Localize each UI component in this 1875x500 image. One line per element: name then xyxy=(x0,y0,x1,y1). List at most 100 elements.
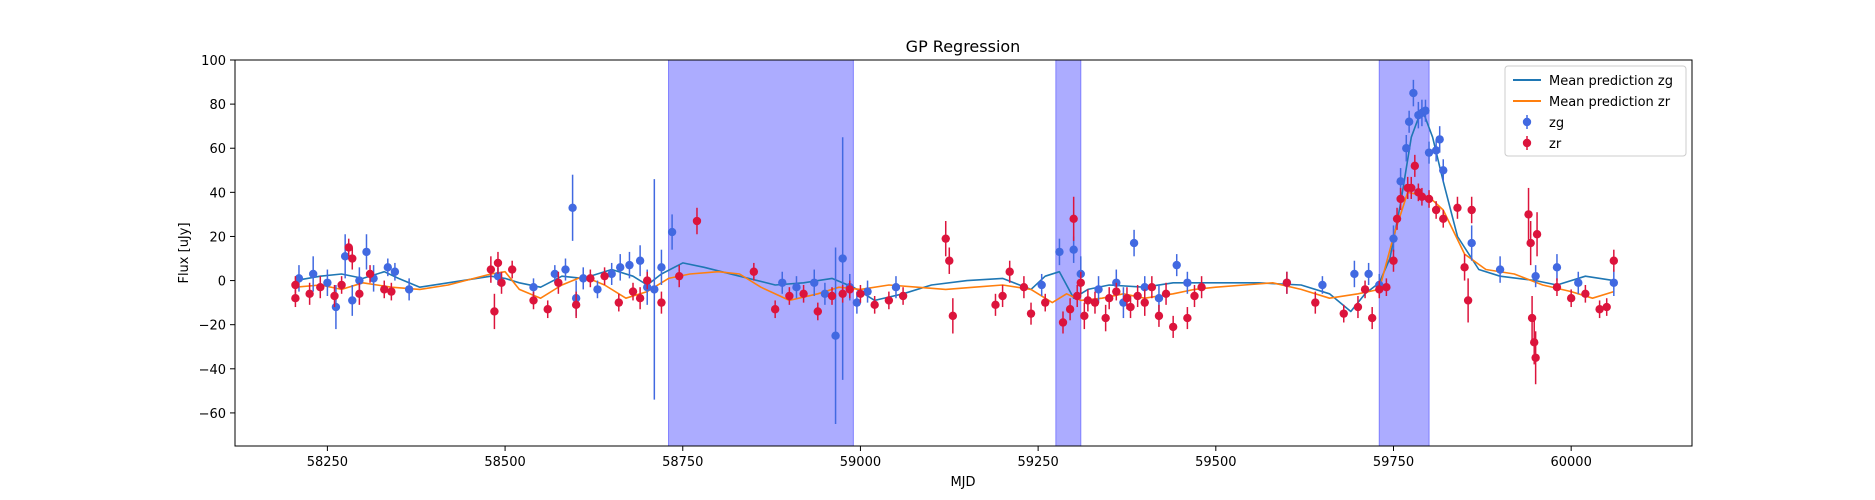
data-marker xyxy=(1382,282,1391,292)
data-point-zr xyxy=(1396,187,1405,210)
data-marker xyxy=(1129,238,1139,248)
mean-prediction-line-zg xyxy=(295,107,1614,313)
x-tick-label: 58250 xyxy=(307,455,348,470)
legend-label: Mean prediction zg xyxy=(1549,74,1673,89)
data-marker xyxy=(1133,291,1142,301)
data-marker xyxy=(1404,117,1414,126)
data-marker xyxy=(1609,278,1619,287)
data-marker xyxy=(1467,238,1476,248)
data-point-zr xyxy=(1602,298,1611,316)
data-marker xyxy=(1037,280,1046,290)
data-point-zr xyxy=(1524,187,1533,241)
data-marker xyxy=(1339,309,1348,318)
y-tick-label: 100 xyxy=(201,54,226,69)
data-point-zg xyxy=(838,137,847,380)
data-marker xyxy=(1126,302,1135,312)
data-point-zr xyxy=(344,238,353,257)
y-tick-label: −20 xyxy=(199,319,226,334)
data-point-zr xyxy=(1595,300,1604,319)
data-point-zr xyxy=(1382,278,1391,297)
data-point-zr xyxy=(1439,209,1448,228)
data-marker xyxy=(1318,280,1327,290)
data-marker xyxy=(1197,282,1206,292)
data-point-zg xyxy=(550,265,560,283)
data-point-zr xyxy=(1069,196,1078,241)
data-marker xyxy=(507,265,517,274)
data-marker xyxy=(1026,309,1036,318)
data-marker xyxy=(991,300,1000,310)
data-point-zr xyxy=(845,280,854,299)
data-marker xyxy=(387,287,396,296)
data-point-zg xyxy=(1531,265,1540,288)
data-marker xyxy=(1076,278,1085,287)
data-marker xyxy=(1041,298,1050,307)
data-marker xyxy=(941,234,950,243)
data-point-zg xyxy=(1402,134,1411,162)
data-point-zr xyxy=(991,293,1000,316)
x-tick-label: 59750 xyxy=(1373,455,1414,470)
data-point-zg xyxy=(1350,260,1359,288)
data-point-zg xyxy=(1431,139,1441,162)
data-point-zr xyxy=(1126,296,1135,319)
data-marker xyxy=(561,265,570,274)
data-marker xyxy=(1083,296,1093,305)
data-point-zg xyxy=(362,234,371,270)
data-point-zr xyxy=(1392,207,1402,230)
data-marker xyxy=(1172,260,1181,270)
data-point-zr xyxy=(838,284,847,303)
data-point-zr xyxy=(1566,289,1576,308)
data-marker xyxy=(1069,245,1078,254)
data-marker xyxy=(1282,278,1292,287)
y-tick-label: −40 xyxy=(199,363,226,378)
chart-title: GP Regression xyxy=(906,37,1021,56)
data-point-zr xyxy=(898,287,908,305)
data-marker xyxy=(770,305,780,314)
data-point-zr xyxy=(387,282,396,301)
legend-entry-mean-prediction-zg: Mean prediction zg xyxy=(1513,74,1673,89)
data-point-zr xyxy=(1526,221,1535,266)
data-point-zr xyxy=(785,287,794,305)
data-point-zr xyxy=(1282,271,1292,294)
data-marker xyxy=(1396,177,1405,186)
data-marker xyxy=(497,278,506,287)
data-marker xyxy=(1417,192,1427,201)
data-point-zr xyxy=(941,221,950,257)
data-point-zr xyxy=(870,296,879,314)
data-point-zr xyxy=(316,276,325,299)
data-marker xyxy=(1389,256,1398,265)
data-marker xyxy=(291,280,300,290)
data-point-zr xyxy=(635,287,645,310)
data-point-zg xyxy=(404,278,414,301)
data-point-zr xyxy=(799,284,808,303)
data-point-zr xyxy=(1101,304,1110,332)
data-point-zg xyxy=(1552,254,1562,281)
data-marker xyxy=(348,254,357,263)
legend-label: zg xyxy=(1549,116,1564,131)
data-point-zg xyxy=(1609,269,1619,297)
data-marker xyxy=(813,307,822,316)
y-axis-ticks: −60 −40 −20 0 20 40 60 80 100 xyxy=(199,54,235,422)
data-marker xyxy=(1161,289,1171,299)
x-tick-label: 58500 xyxy=(484,455,525,470)
data-marker xyxy=(1531,353,1540,362)
data-point-zg xyxy=(1467,225,1476,261)
data-marker xyxy=(1431,205,1441,215)
shaded-region-2 xyxy=(1378,59,1430,447)
data-marker xyxy=(1602,302,1611,312)
data-marker xyxy=(1421,106,1430,115)
data-marker xyxy=(1467,205,1476,215)
data-point-zr xyxy=(1190,284,1199,308)
data-marker xyxy=(945,256,954,265)
data-point-zr xyxy=(1197,276,1206,299)
data-marker xyxy=(1410,161,1420,171)
data-point-zr xyxy=(1410,154,1420,177)
data-point-zg xyxy=(1435,126,1444,153)
data-point-zr xyxy=(1105,287,1114,310)
x-axis-label: MJD xyxy=(950,475,975,490)
data-point-zr xyxy=(291,289,300,308)
data-marker xyxy=(1140,298,1149,307)
data-point-zg xyxy=(625,251,634,279)
data-point-zr xyxy=(1311,291,1320,314)
x-tick-label: 59000 xyxy=(840,455,881,470)
data-marker xyxy=(616,263,625,272)
